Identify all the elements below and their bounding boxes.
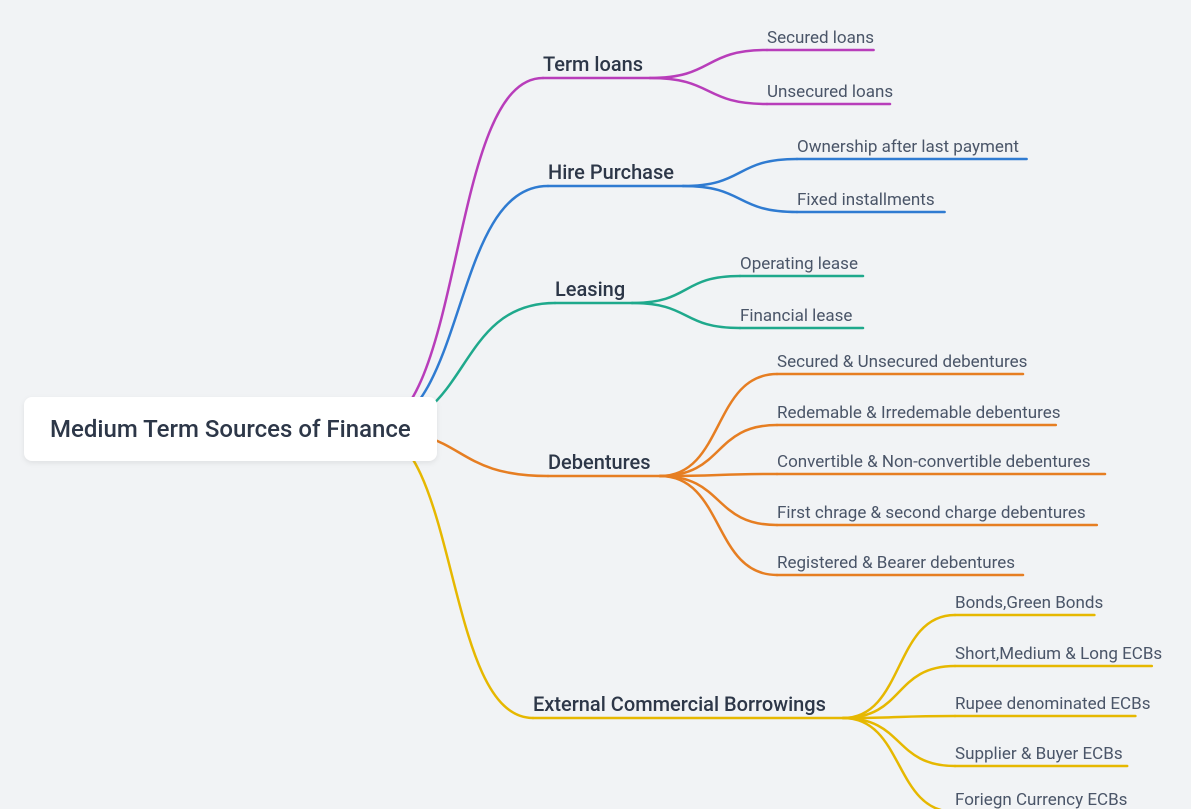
leaf-label: Operating lease — [740, 254, 858, 274]
leaf-label: First chrage & second charge debentures — [777, 503, 1086, 523]
leaf-label: Supplier & Buyer ECBs — [955, 744, 1123, 764]
mindmap-canvas: Medium Term Sources of Finance Term loan… — [0, 0, 1191, 809]
leaf-label: Fixed installments — [797, 190, 935, 210]
leaf-node: Registered & Bearer debentures — [777, 553, 1015, 573]
branch-term-loans: Term loans — [543, 52, 643, 76]
leaf-label: Secured & Unsecured debentures — [777, 352, 1027, 372]
leaf-node: Secured loans — [767, 28, 874, 48]
leaf-node: Supplier & Buyer ECBs — [955, 744, 1123, 764]
branch-label: External Commercial Borrowings — [533, 692, 826, 716]
leaf-node: Ownership after last payment — [797, 137, 1019, 157]
branch-label: Term loans — [543, 52, 643, 76]
leaf-label: Redemable & Irredemable debentures — [777, 403, 1061, 423]
branch-debentures: Debentures — [548, 450, 651, 474]
leaf-node: Rupee denominated ECBs — [955, 694, 1150, 714]
leaf-node: Operating lease — [740, 254, 858, 274]
leaf-label: Secured loans — [767, 28, 874, 48]
leaf-node: First chrage & second charge debentures — [777, 503, 1086, 523]
leaf-label: Registered & Bearer debentures — [777, 553, 1015, 573]
leaf-label: Foriegn Currency ECBs — [955, 790, 1127, 809]
leaf-node: Redemable & Irredemable debentures — [777, 403, 1061, 423]
leaf-label: Ownership after last payment — [797, 137, 1019, 157]
branch-label: Hire Purchase — [548, 160, 674, 184]
branch-hire-purchase: Hire Purchase — [548, 160, 674, 184]
branch-label: Debentures — [548, 450, 651, 474]
root-label: Medium Term Sources of Finance — [50, 415, 411, 443]
leaf-node: Financial lease — [740, 306, 852, 326]
branch-label: Leasing — [555, 277, 625, 301]
leaf-label: Financial lease — [740, 306, 852, 326]
leaf-label: Rupee denominated ECBs — [955, 694, 1150, 714]
leaf-node: Short,Medium & Long ECBs — [955, 644, 1162, 664]
leaf-node: Bonds,Green Bonds — [955, 593, 1103, 613]
branch-leasing: Leasing — [555, 277, 625, 301]
leaf-node: Secured & Unsecured debentures — [777, 352, 1027, 372]
leaf-node: Unsecured loans — [767, 82, 893, 102]
leaf-label: Convertible & Non-convertible debentures — [777, 452, 1091, 472]
leaf-node: Foriegn Currency ECBs — [955, 790, 1127, 809]
leaf-label: Unsecured loans — [767, 82, 893, 102]
leaf-label: Short,Medium & Long ECBs — [955, 644, 1162, 664]
root-node: Medium Term Sources of Finance — [24, 397, 437, 461]
leaf-node: Fixed installments — [797, 190, 935, 210]
branch-ecb: External Commercial Borrowings — [533, 692, 826, 716]
leaf-label: Bonds,Green Bonds — [955, 593, 1103, 613]
leaf-node: Convertible & Non-convertible debentures — [777, 452, 1091, 472]
